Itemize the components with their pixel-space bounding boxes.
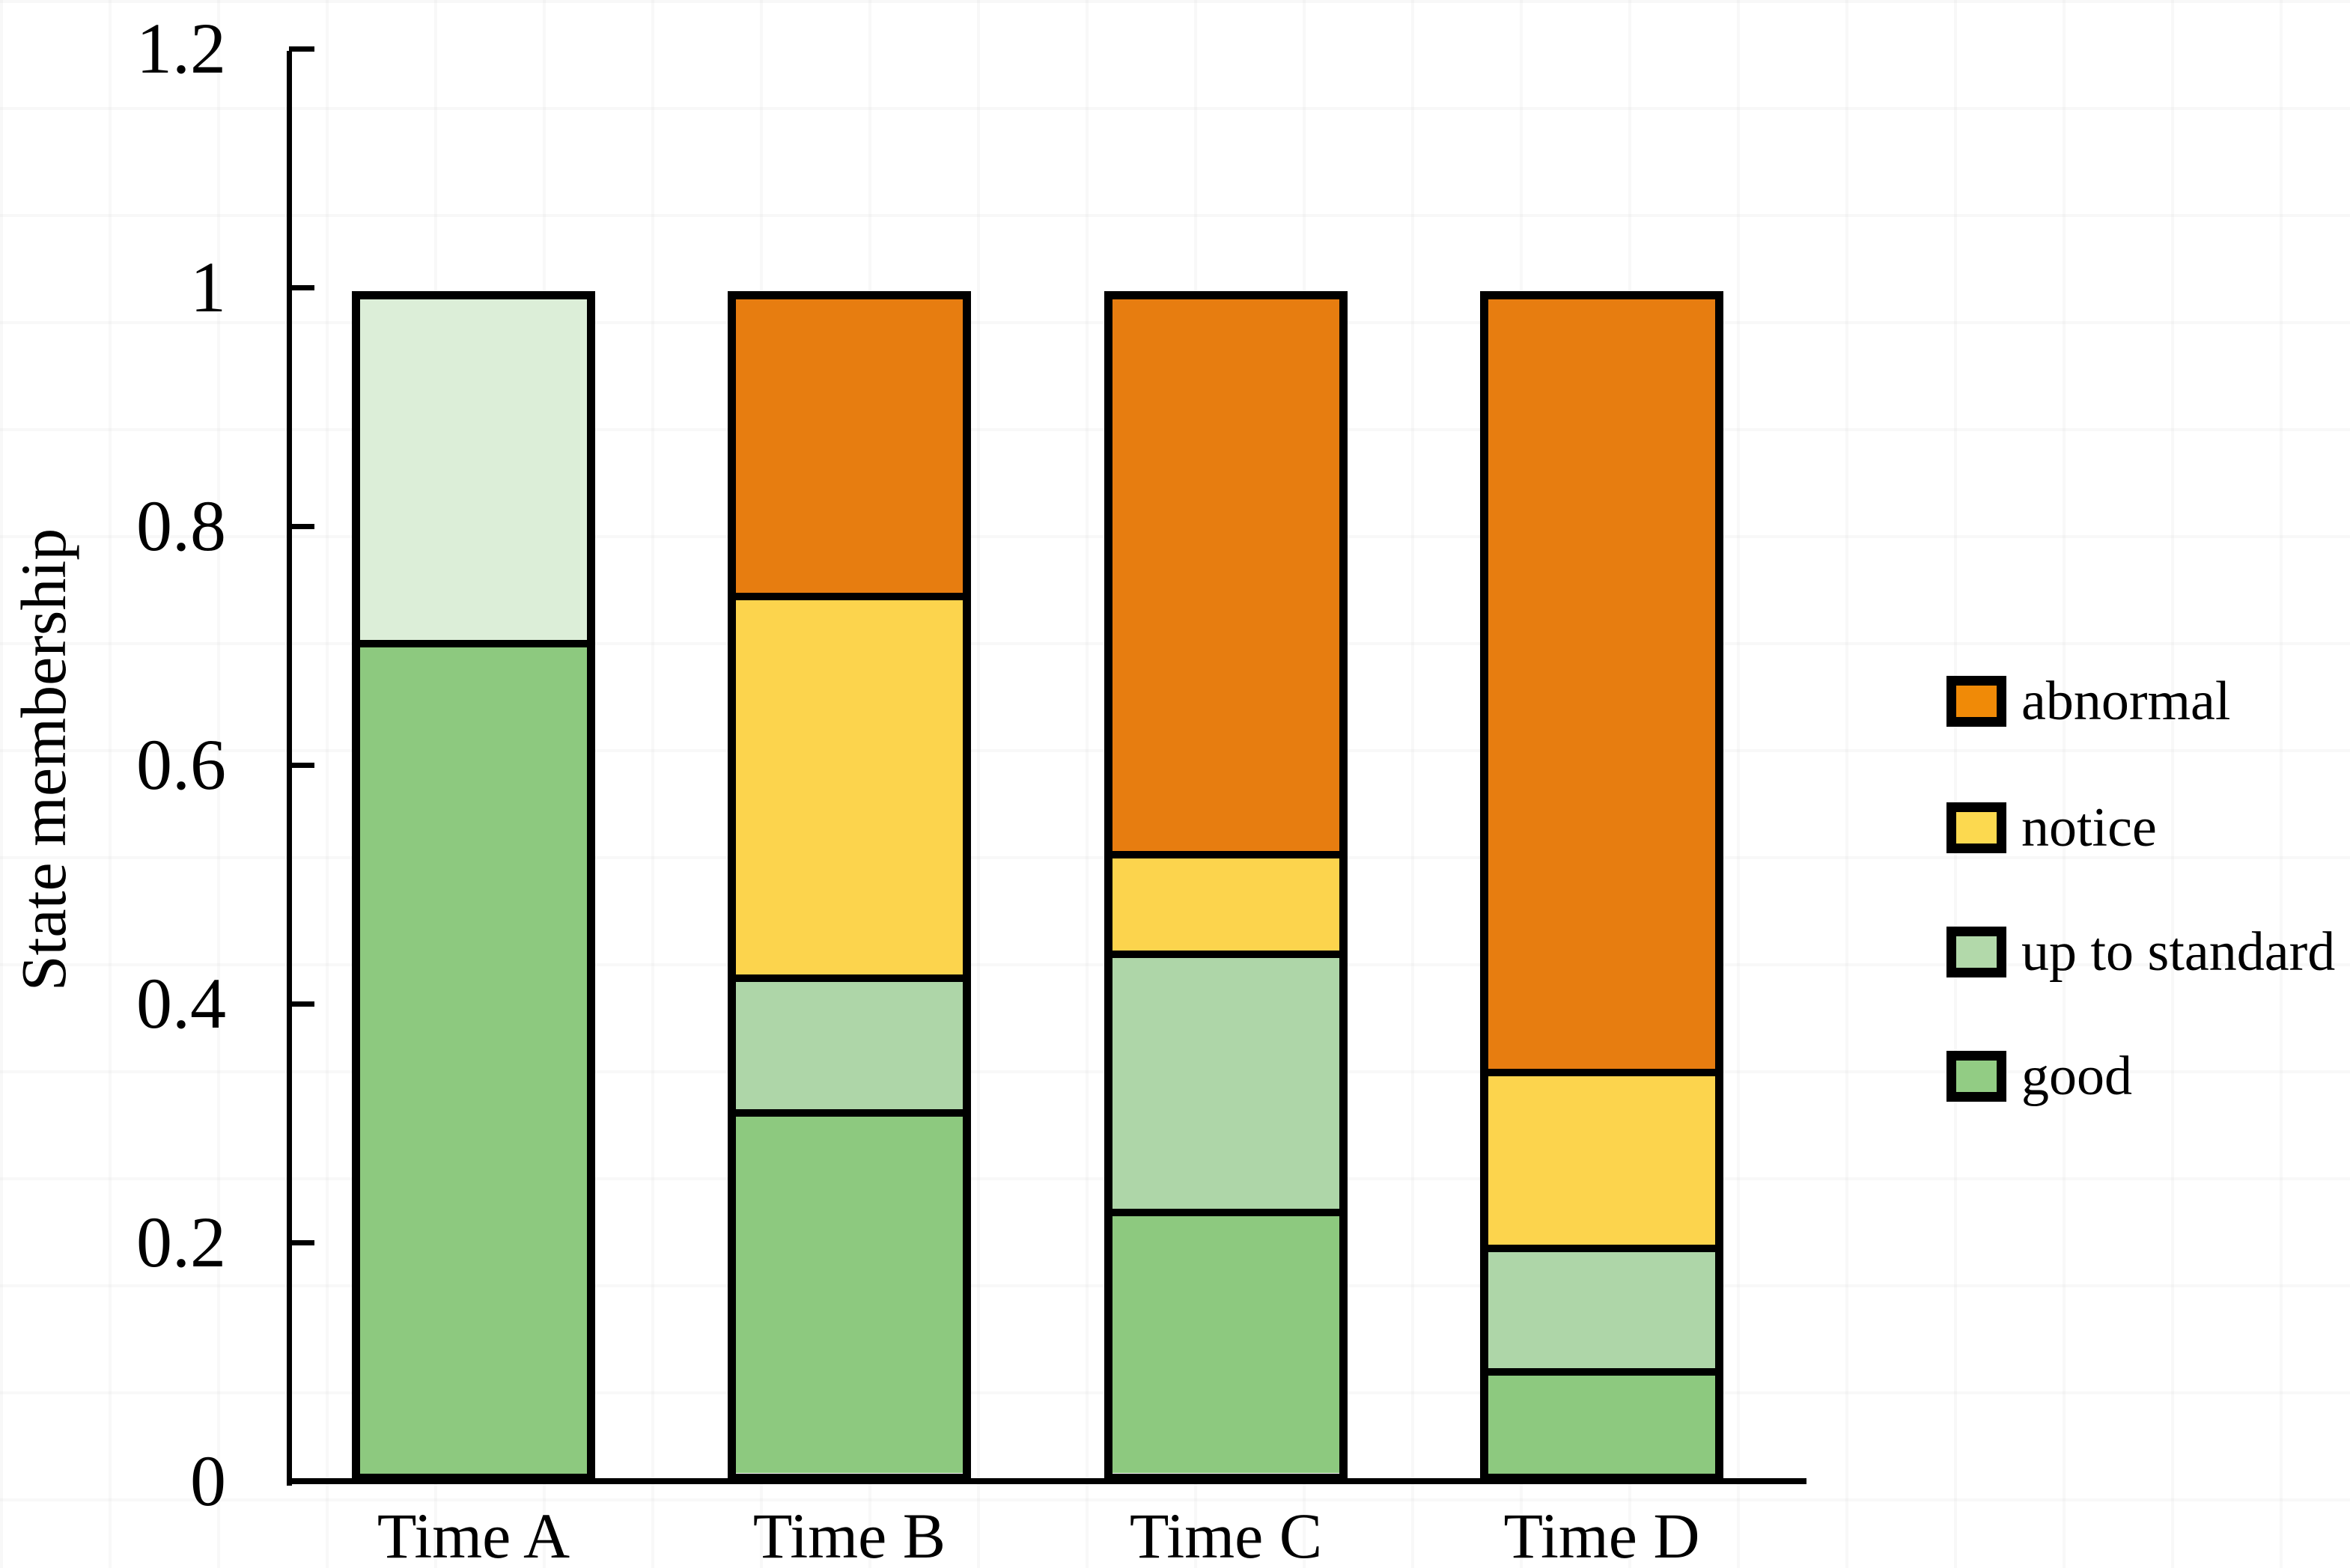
legend-label-abnormal: abnormal — [2021, 671, 2231, 732]
legend-label-up-to-standard: up to standard — [2021, 921, 2336, 983]
bar-segment-time-b-good — [736, 1109, 963, 1473]
legend-label-notice: notice — [2021, 797, 2157, 858]
y-tick-mark-0.2 — [289, 1240, 314, 1245]
x-category-label-time-a: Time A — [377, 1500, 570, 1568]
bar-segment-time-a-up-to-standard — [360, 299, 587, 640]
bar-segment-time-b-notice — [736, 593, 963, 974]
bar-time-c — [1104, 291, 1348, 1482]
bar-segment-time-c-notice — [1112, 851, 1339, 951]
x-category-label-time-b: Time B — [752, 1500, 946, 1568]
legend-swatch-notice — [1946, 802, 2006, 853]
bar-time-a — [352, 291, 595, 1482]
y-tick-label-0.6: 0.6 — [136, 724, 226, 805]
y-axis-line — [287, 51, 292, 1486]
bar-segment-time-c-good — [1112, 1209, 1339, 1473]
x-category-label-time-c: Time C — [1129, 1500, 1323, 1568]
legend-swatch-up-to-standard — [1946, 927, 2006, 977]
bar-segment-time-a-good — [360, 640, 587, 1474]
y-tick-label-0.2: 0.2 — [136, 1202, 226, 1282]
legend-swatch-good — [1946, 1051, 2006, 1102]
y-tick-mark-0.8 — [289, 524, 314, 529]
y-tick-mark-0.4 — [289, 1001, 314, 1007]
y-tick-label-0.8: 0.8 — [136, 486, 226, 566]
y-tick-label-1.2: 1.2 — [136, 8, 226, 88]
bar-segment-time-d-abnormal — [1488, 299, 1715, 1069]
bar-segment-time-d-notice — [1488, 1069, 1715, 1245]
bar-segment-time-b-abnormal — [736, 299, 963, 593]
legend-label-good: good — [2021, 1046, 2132, 1107]
y-tick-mark-1.2 — [289, 46, 314, 52]
y-tick-mark-1 — [289, 285, 314, 290]
bar-time-b — [728, 291, 971, 1482]
bar-segment-time-c-up-to-standard — [1112, 951, 1339, 1209]
bar-segment-time-d-up-to-standard — [1488, 1245, 1715, 1368]
y-tick-label-0.4: 0.4 — [136, 963, 226, 1043]
bar-time-d — [1480, 291, 1723, 1482]
legend-swatch-abnormal — [1946, 676, 2006, 727]
y-tick-mark-0.6 — [289, 763, 314, 768]
y-tick-label-1: 1 — [190, 247, 226, 327]
y-tick-label-0: 0 — [190, 1441, 226, 1521]
bar-segment-time-c-abnormal — [1112, 299, 1339, 851]
bar-segment-time-b-up-to-standard — [736, 974, 963, 1109]
x-axis-line — [287, 1478, 1806, 1484]
x-category-label-time-d: Time D — [1503, 1500, 1700, 1568]
bar-segment-time-d-good — [1488, 1368, 1715, 1474]
